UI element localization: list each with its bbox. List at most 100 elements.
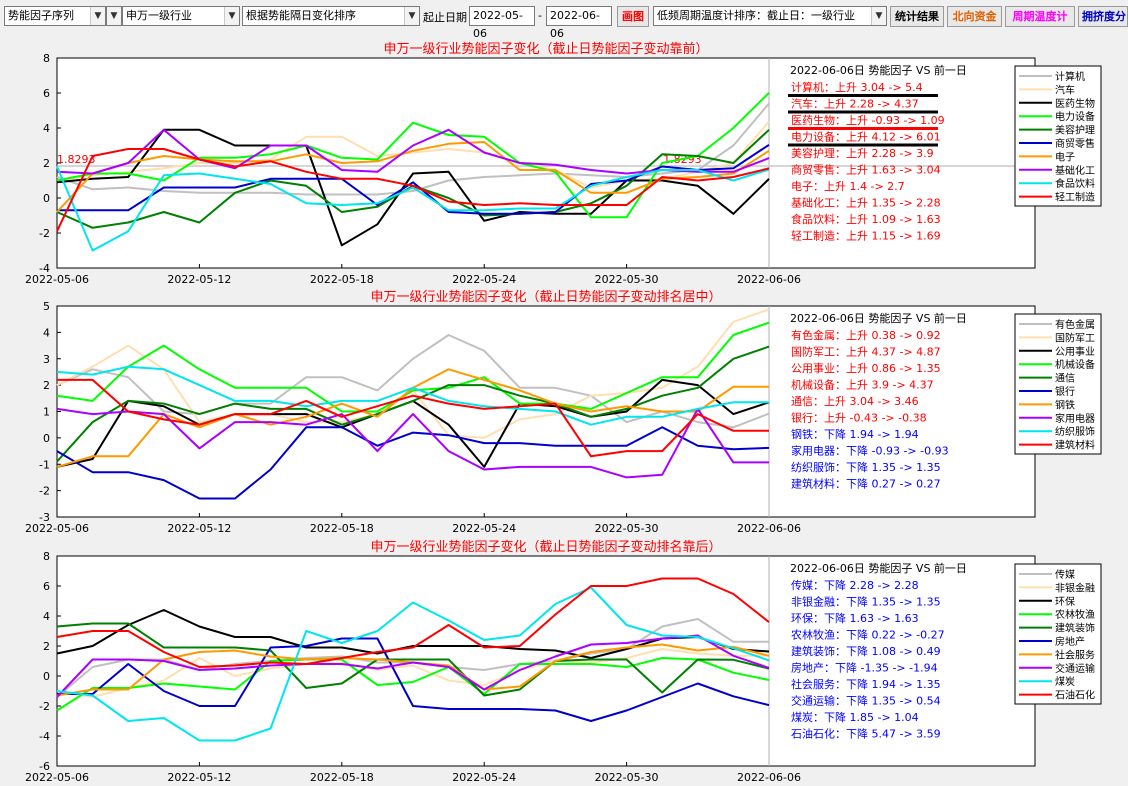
temperature-sort-select[interactable]: 低频周期温度计排序：截止日：一级行业 ▼ xyxy=(653,6,887,26)
annotation-underline xyxy=(788,110,938,114)
sort-select[interactable]: 根据势能隔日变化排序 ▼ xyxy=(242,6,420,26)
legend-label: 建筑装饰 xyxy=(1055,622,1095,635)
chart-title: 申万一级行业势能因子变化（截止日势能因子变动排名居中） xyxy=(370,289,721,305)
annotation-line-7: 社会服务：下降 1.94 -> 1.35 xyxy=(791,677,941,691)
annotation-line-6: 商贸零售：上升 1.63 -> 3.04 xyxy=(791,163,941,177)
annotation-title: 2022-06-06日 势能因子 VS 前一日 xyxy=(790,63,967,77)
north-capital-button[interactable]: 北向资金 xyxy=(947,6,1002,27)
annotation-underline xyxy=(788,127,938,130)
end-date-input[interactable]: 2022-06-06 xyxy=(546,6,612,40)
series-line-9 xyxy=(56,586,770,742)
series-line-6 xyxy=(56,426,770,500)
x-tick-label: 2022-05-12 xyxy=(167,522,231,535)
y-tick-label: 2 xyxy=(43,640,50,653)
y-tick-label: -4 xyxy=(39,730,50,743)
series-line-4 xyxy=(56,657,770,712)
legend-label: 石油石化 xyxy=(1055,689,1095,702)
legend-label: 计算机 xyxy=(1055,70,1085,83)
y-tick-label: 4 xyxy=(43,610,50,623)
series-line-2 xyxy=(56,648,769,698)
crowding-button[interactable]: 拥挤度分 xyxy=(1078,6,1128,27)
annotation-line-3: 环保：下降 1.63 -> 1.63 xyxy=(791,611,919,625)
legend-label: 交通运输 xyxy=(1055,662,1095,675)
series-line-4 xyxy=(56,92,770,219)
annotation-title: 2022-06-06日 势能因子 VS 前一日 xyxy=(790,311,967,325)
legend-label: 国防军工 xyxy=(1055,331,1095,344)
factor-dropdown-button[interactable]: ▼ xyxy=(106,6,122,26)
legend-label: 医药生物 xyxy=(1055,97,1095,110)
legend-label: 房地产 xyxy=(1055,635,1085,648)
y-tick-label: 8 xyxy=(43,52,50,65)
chart-panel-1: 申万一级行业势能因子变化（截止日势能因子变动靠前） -4 -2 0 2 4 6 8 2022-0… xyxy=(25,41,1102,286)
annotation-line-4: 电力设备：上升 4.12 -> 6.01 xyxy=(791,130,941,144)
annotation-line-5: 通信：上升 3.04 -> 3.46 xyxy=(791,395,919,408)
cycle-thermometer-button[interactable]: 周期温度计 xyxy=(1005,6,1075,27)
annotation-line-10: 轻工制造：上升 1.15 -> 1.69 xyxy=(791,229,941,243)
legend-label: 食品饮料 xyxy=(1055,177,1095,190)
annotation-line-3: 医药生物：上升 -0.93 -> 1.09 xyxy=(791,113,945,127)
factor-select[interactable]: 势能因子序列 ▼ xyxy=(4,6,106,26)
y-tick-label: 1 xyxy=(43,406,50,419)
x-tick-label: 2022-05-30 xyxy=(595,771,659,784)
x-tick-label: 2022-05-30 xyxy=(595,273,659,286)
y-tick-label: -3 xyxy=(39,511,50,524)
x-tick-label: 2022-05-06 xyxy=(25,771,89,784)
legend-label: 传媒 xyxy=(1055,569,1075,581)
y-tick-label: -1 xyxy=(39,458,50,471)
y-tick-label: 4 xyxy=(43,326,50,339)
legend-label: 美容护理 xyxy=(1055,124,1095,137)
annotation-line-8: 基础化工：上升 1.35 -> 2.28 xyxy=(791,196,941,210)
y-tick-label: -2 xyxy=(39,485,50,498)
chevron-down-icon[interactable]: ▼ xyxy=(404,7,419,25)
annotation-line-8: 家用电器：下降 -0.93 -> -0.93 xyxy=(791,444,949,458)
annotation-line-8: 交通运输：下降 1.35 -> 0.54 xyxy=(791,694,941,708)
toolbar: 势能因子序列 ▼ ▼ 申万一级行业 ▼ 根据势能隔日变化排序 ▼ 起止日期 2022-… xyxy=(0,0,1128,40)
y-tick-label: 2 xyxy=(43,157,50,170)
y-tick-label: 6 xyxy=(43,87,50,100)
legend-label: 家用电器 xyxy=(1055,412,1095,425)
industry-select[interactable]: 申万一级行业 ▼ xyxy=(122,6,240,26)
annotation-line-2: 国防军工：上升 4.37 -> 4.87 xyxy=(791,345,941,359)
series-line-8 xyxy=(56,407,769,479)
x-tick-label: 2022-05-18 xyxy=(310,522,374,535)
y-tick-label: 4 xyxy=(43,122,50,135)
annotation-line-5: 建筑装饰：下降 1.08 -> 0.49 xyxy=(791,644,941,658)
x-tick-label: 2022-05-12 xyxy=(167,771,231,784)
x-tick-label: 2022-06-06 xyxy=(737,273,801,286)
series-line-7 xyxy=(56,141,770,213)
temperature-sort-value: 低频周期温度计排序：截止日：一级行业 xyxy=(657,9,855,22)
y-tick-label: -6 xyxy=(39,760,50,773)
x-tick-label: 2022-05-18 xyxy=(310,771,374,784)
series-line-9 xyxy=(56,365,769,426)
chevron-down-icon[interactable]: ▼ xyxy=(90,7,105,25)
y-tick-label: -2 xyxy=(39,227,50,240)
annotation-line-9: 食品饮料：上升 1.09 -> 1.63 xyxy=(791,212,941,226)
stats-button[interactable]: 统计结果 xyxy=(890,6,944,27)
annotation-line-9: 煤炭：下降 1.85 -> 1.04 xyxy=(791,710,919,724)
start-date-input[interactable]: 2022-05-06 xyxy=(469,6,535,40)
legend-label: 机械设备 xyxy=(1055,358,1095,371)
legend-label: 社会服务 xyxy=(1055,648,1095,661)
y-tick-label: 0 xyxy=(43,192,50,205)
x-tick-label: 2022-05-06 xyxy=(25,273,89,286)
x-tick-label: 2022-06-06 xyxy=(737,771,801,784)
annotation-line-5: 美容护理：上升 2.28 -> 3.9 xyxy=(791,146,934,160)
annotation-line-6: 银行：上升 -0.43 -> -0.38 xyxy=(791,411,927,425)
chart-panel-2: 申万一级行业势能因子变化（截止日势能因子变动排名居中） -3 -2 -1 0 1 2 3 4 5 2… xyxy=(25,289,1102,535)
series-line-8 xyxy=(56,128,770,175)
legend-label: 基础化工 xyxy=(1055,164,1095,177)
chart-title: 申万一级行业势能因子变化（截止日势能因子变动排名靠后） xyxy=(370,539,721,555)
legend-label: 煤炭 xyxy=(1055,675,1075,688)
legend-label: 农林牧渔 xyxy=(1055,608,1095,621)
plot-button[interactable]: 画图 xyxy=(617,6,649,27)
industry-select-value: 申万一级行业 xyxy=(126,9,192,22)
annotation-line-7: 电子：上升 1.4 -> 2.7 xyxy=(791,180,905,193)
chevron-down-icon[interactable]: ▼ xyxy=(107,7,121,25)
legend-label: 商贸零售 xyxy=(1055,137,1095,150)
series-line-10 xyxy=(57,378,769,458)
y-tick-label: 0 xyxy=(43,432,50,445)
annotation-line-6: 房地产：下降 -1.35 -> -1.94 xyxy=(791,661,938,675)
chevron-down-icon[interactable]: ▼ xyxy=(871,7,886,25)
sort-select-value: 根据势能隔日变化排序 xyxy=(246,9,356,22)
chevron-down-icon[interactable]: ▼ xyxy=(224,7,239,25)
